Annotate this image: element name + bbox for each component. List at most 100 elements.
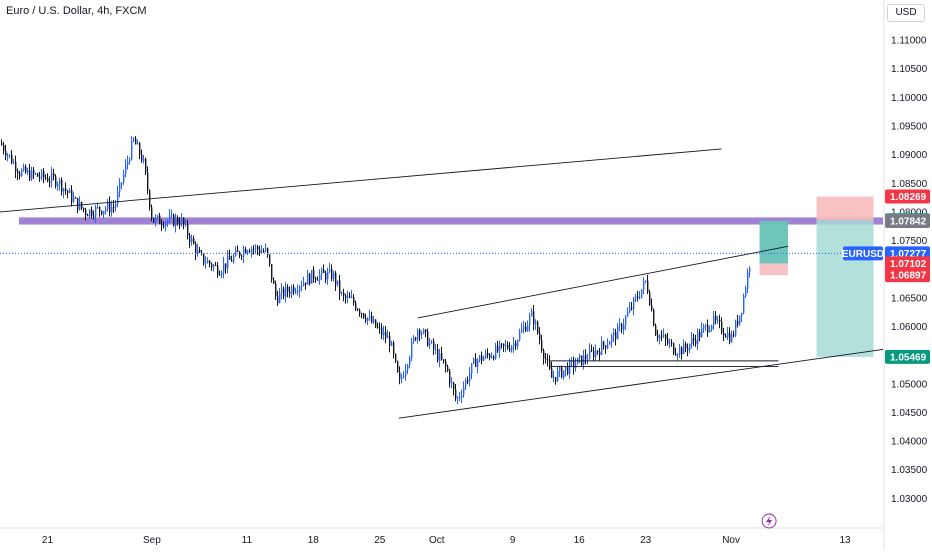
candle-body bbox=[723, 332, 725, 336]
candle-body bbox=[399, 371, 401, 379]
candle-body bbox=[599, 351, 601, 355]
candle-body bbox=[321, 269, 323, 275]
candle-body bbox=[137, 143, 139, 145]
candle-body bbox=[655, 325, 657, 336]
candle-body bbox=[377, 327, 379, 329]
candle-body bbox=[281, 288, 283, 294]
candle-body bbox=[243, 249, 245, 257]
candle-body bbox=[511, 346, 513, 351]
price-tag bbox=[885, 349, 930, 364]
candle-body bbox=[441, 353, 443, 360]
candle-body bbox=[539, 333, 541, 341]
candle-body bbox=[603, 341, 605, 346]
candle-body bbox=[741, 312, 743, 316]
candle-body bbox=[113, 206, 115, 208]
candle-body bbox=[557, 370, 559, 381]
candle-body bbox=[117, 191, 119, 204]
candle-body bbox=[311, 270, 313, 284]
candle-body bbox=[87, 214, 89, 217]
candle-body bbox=[359, 310, 361, 314]
candle-body bbox=[587, 359, 589, 361]
candle-body bbox=[715, 315, 717, 321]
candle-body bbox=[447, 366, 449, 372]
time-tick-label: 23 bbox=[640, 535, 652, 546]
price-tick-label: 1.10500 bbox=[891, 64, 928, 75]
candle-body bbox=[479, 355, 481, 361]
candle-body bbox=[103, 210, 105, 215]
candle-body bbox=[699, 332, 701, 338]
candle-body bbox=[731, 334, 733, 343]
candle-body bbox=[209, 260, 211, 265]
candle-body bbox=[383, 331, 385, 336]
candle-body bbox=[703, 326, 705, 329]
price-tag-label: 1.05469 bbox=[890, 352, 927, 363]
candle-body bbox=[199, 249, 201, 253]
chart-title: Euro / U.S. Dollar, 4h, FXCM bbox=[6, 5, 147, 17]
price-tick-label: 1.06000 bbox=[891, 322, 928, 333]
candle-body bbox=[679, 347, 681, 355]
candle-body bbox=[401, 377, 403, 379]
candle-body bbox=[293, 287, 295, 293]
candle-body bbox=[219, 274, 221, 276]
candle-body bbox=[457, 397, 459, 399]
candle-body bbox=[403, 376, 405, 378]
currency-button[interactable]: USD bbox=[887, 4, 925, 22]
price-tag bbox=[885, 189, 930, 204]
candle-body bbox=[565, 366, 567, 371]
candle-body bbox=[689, 344, 691, 350]
candle-body bbox=[373, 319, 375, 323]
candle-body bbox=[297, 291, 299, 293]
candle-body bbox=[491, 356, 493, 358]
candle-body bbox=[583, 355, 585, 365]
candle-body bbox=[351, 297, 353, 299]
price-tick-label: 1.05000 bbox=[891, 379, 928, 390]
candle-body bbox=[217, 265, 219, 275]
candle-body bbox=[215, 265, 217, 267]
candle-body bbox=[575, 364, 577, 368]
candle-body bbox=[661, 335, 663, 337]
candle-body bbox=[639, 297, 641, 299]
candle-body bbox=[439, 353, 441, 361]
candle-body bbox=[413, 337, 415, 342]
price-tick-label: 1.11000 bbox=[891, 36, 927, 47]
candle-body bbox=[27, 170, 29, 173]
candle-body bbox=[283, 288, 285, 297]
candle-body bbox=[53, 173, 55, 177]
candle-body bbox=[59, 179, 61, 185]
candle-body bbox=[437, 349, 439, 361]
candle-body bbox=[381, 327, 383, 336]
candle-body bbox=[231, 259, 233, 262]
candle-body bbox=[455, 389, 457, 399]
time-tick-label: 16 bbox=[574, 535, 586, 546]
candle-body bbox=[25, 166, 27, 173]
candle-body bbox=[167, 220, 169, 223]
candle-body bbox=[267, 248, 269, 255]
candle-body bbox=[605, 345, 607, 349]
candle-body bbox=[473, 358, 475, 364]
candle-body bbox=[23, 166, 25, 171]
candle-body bbox=[589, 349, 591, 360]
candle-body bbox=[515, 343, 517, 347]
candle-body bbox=[443, 359, 445, 362]
candle-body bbox=[551, 368, 553, 378]
candle-body bbox=[717, 319, 719, 321]
candle-body bbox=[99, 206, 101, 211]
candle-body bbox=[207, 260, 209, 264]
candle-body bbox=[379, 327, 381, 329]
candle-body bbox=[317, 279, 319, 281]
candle-body bbox=[195, 243, 197, 254]
candle-body bbox=[719, 319, 721, 322]
candle-body bbox=[45, 177, 47, 179]
candle-body bbox=[345, 295, 347, 299]
candle-body bbox=[21, 170, 23, 176]
candle-body bbox=[687, 348, 689, 350]
candle-body bbox=[657, 335, 659, 338]
candle-body bbox=[641, 289, 643, 298]
position-stop-zone bbox=[759, 263, 789, 276]
price-tag bbox=[885, 256, 930, 271]
resistance-zone bbox=[18, 217, 883, 225]
candle-body bbox=[93, 215, 95, 217]
candle-body bbox=[729, 332, 731, 343]
